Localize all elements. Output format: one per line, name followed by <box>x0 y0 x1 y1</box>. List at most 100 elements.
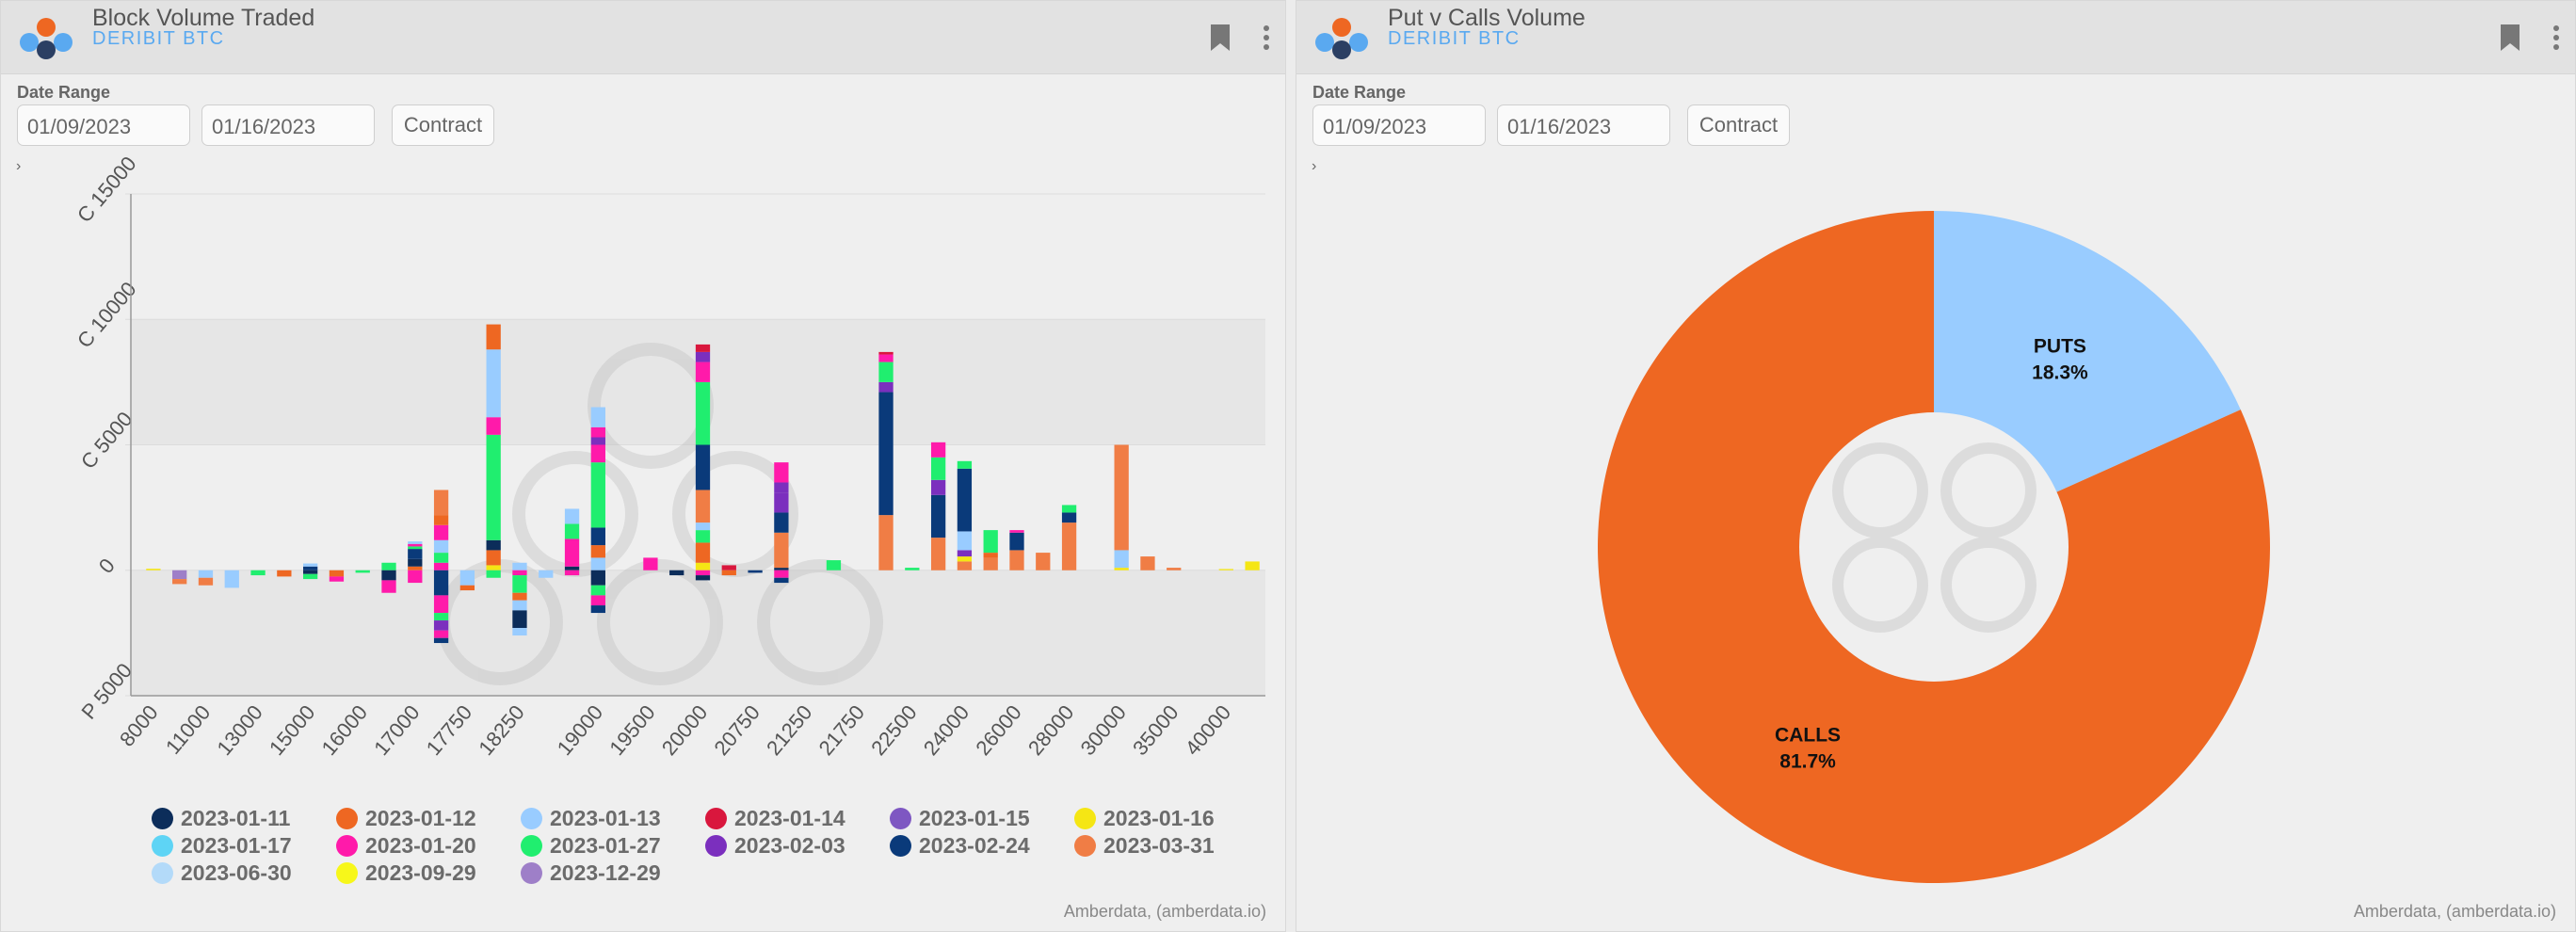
legend-item[interactable]: 2023-01-27 <box>521 833 661 859</box>
bar-segment <box>486 550 501 566</box>
block-volume-panel: Block Volume Traded DERIBIT BTC Date Ran… <box>0 0 1286 932</box>
legend-item[interactable]: 2023-01-17 <box>152 833 292 859</box>
expand-toggle-icon[interactable]: › <box>1312 158 1317 174</box>
bar-segment <box>1114 568 1129 570</box>
bookmark-icon[interactable] <box>2500 24 2520 51</box>
expand-toggle-icon[interactable]: › <box>16 158 22 174</box>
bar-segment <box>878 362 894 382</box>
bar-segment <box>983 557 998 570</box>
legend-item[interactable]: 2023-02-24 <box>890 833 1030 859</box>
bar-segment <box>1061 505 1077 513</box>
bar-segment <box>564 508 580 524</box>
bar-segment <box>695 351 711 362</box>
bookmark-icon[interactable] <box>1210 24 1231 51</box>
bar-segment <box>433 553 449 563</box>
bar-stack <box>277 570 292 577</box>
bar-segment <box>512 592 527 601</box>
bar-stack <box>146 569 161 570</box>
bar-segment <box>826 560 842 570</box>
bar-stack <box>957 460 973 570</box>
bar-stack <box>748 570 763 573</box>
bar-segment <box>878 354 894 362</box>
bar-segment <box>433 613 449 621</box>
bar-segment <box>408 558 423 567</box>
bar-segment <box>590 462 605 528</box>
bar-segment <box>590 585 605 596</box>
bar-stack <box>433 490 449 644</box>
donut-hole <box>1799 412 2069 682</box>
x-tick-label: 24000 <box>919 700 974 760</box>
bar-stack <box>355 570 370 573</box>
bar-segment <box>381 562 396 570</box>
bar-stack <box>302 563 318 580</box>
bar-segment <box>695 522 711 531</box>
bar-segment <box>277 570 292 577</box>
bar-segment <box>983 530 998 554</box>
legend-item[interactable]: 2023-01-13 <box>521 806 661 831</box>
bar-segment <box>433 620 449 631</box>
bar-segment <box>224 570 239 588</box>
legend-label: 2023-01-14 <box>734 806 845 830</box>
bar-stack <box>224 570 239 588</box>
bar-segment <box>512 600 527 611</box>
legend-swatch <box>1074 808 1096 829</box>
end-date-input[interactable]: 01/16/2023 <box>1497 104 1670 146</box>
legend-label: 2023-12-29 <box>550 860 661 885</box>
bar-segment <box>878 381 894 393</box>
legend-item[interactable]: 2023-01-20 <box>336 833 476 859</box>
date-range-label: Date Range <box>17 83 111 102</box>
bar-segment <box>774 577 789 584</box>
bar-segment <box>1218 569 1233 570</box>
contract-button[interactable]: Contract <box>1687 104 1790 146</box>
legend-label: 2023-01-16 <box>1103 806 1215 830</box>
legend-swatch <box>705 835 727 857</box>
bar-segment <box>957 460 973 469</box>
bar-segment <box>381 580 396 593</box>
bar-segment <box>695 530 711 543</box>
legend-item[interactable]: 2023-01-11 <box>152 806 290 831</box>
bar-segment <box>590 557 605 570</box>
legend-item[interactable]: 2023-03-31 <box>1074 833 1215 859</box>
panel-title: Block Volume Traded <box>92 5 315 31</box>
kebab-menu-icon[interactable] <box>2552 24 2560 51</box>
legend-swatch <box>890 835 911 857</box>
kebab-menu-icon[interactable] <box>1263 24 1270 51</box>
bar-stack <box>408 541 423 584</box>
legend-item[interactable]: 2023-09-29 <box>336 860 476 886</box>
legend-item[interactable]: 2023-01-12 <box>336 806 476 831</box>
x-tick-label: 20750 <box>709 700 764 760</box>
x-tick-label: 11000 <box>161 700 215 759</box>
legend-item[interactable]: 2023-02-03 <box>705 833 845 859</box>
bar-segment <box>1009 550 1024 570</box>
x-tick-label: 8000 <box>115 700 163 751</box>
legend-swatch <box>336 862 358 884</box>
legend-item[interactable]: 2023-01-16 <box>1074 806 1215 831</box>
legend-item[interactable]: 2023-01-14 <box>705 806 845 831</box>
legend-item[interactable]: 2023-01-15 <box>890 806 1030 831</box>
start-date-input[interactable]: 01/09/2023 <box>1312 104 1486 146</box>
put-call-panel: Put v Calls Volume DERIBIT BTC Date Rang… <box>1296 0 2576 932</box>
watermark-logo <box>1832 442 2037 633</box>
panel-header: Block Volume Traded DERIBIT BTC <box>1 1 1285 74</box>
bar-stack <box>1245 561 1260 570</box>
x-tick-label: 16000 <box>317 700 372 760</box>
legend-swatch <box>336 808 358 829</box>
bar-segment <box>1009 530 1024 533</box>
bar-segment <box>512 570 527 576</box>
bar-stack <box>1036 553 1051 570</box>
legend-item[interactable]: 2023-12-29 <box>521 860 661 886</box>
x-tick-label: 19000 <box>553 700 607 760</box>
legend-item[interactable]: 2023-06-30 <box>152 860 292 886</box>
y-tick-label: C 5000 <box>76 407 137 473</box>
bar-segment <box>433 637 449 644</box>
bar-segment <box>329 576 345 582</box>
x-tick-label: 17750 <box>422 700 476 760</box>
bar-segment <box>539 570 554 578</box>
x-tick-label: 19500 <box>604 700 659 760</box>
bar-segment <box>1114 550 1129 569</box>
contract-button[interactable]: Contract <box>392 104 494 146</box>
start-date-input[interactable]: 01/09/2023 <box>17 104 190 146</box>
end-date-input[interactable]: 01/16/2023 <box>201 104 375 146</box>
bar-segment <box>905 568 920 570</box>
legend-label: 2023-01-13 <box>550 806 661 830</box>
